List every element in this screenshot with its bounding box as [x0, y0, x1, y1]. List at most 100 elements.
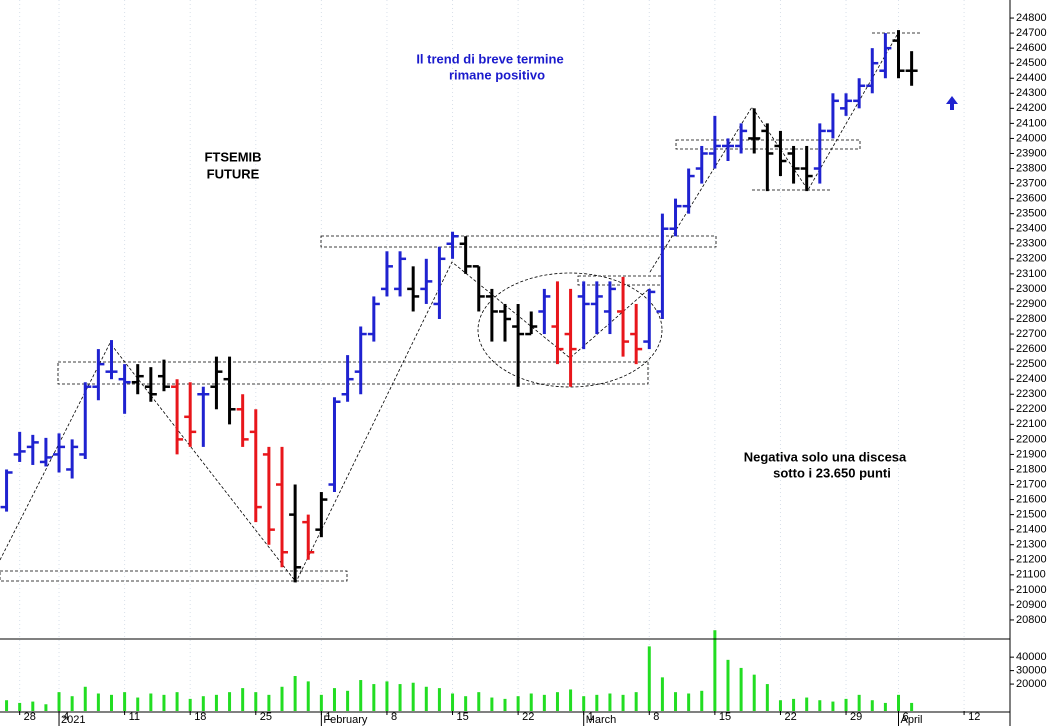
volume-bar — [411, 682, 415, 711]
y-tick-label: 21200 — [1016, 554, 1047, 566]
ohlc-bar — [905, 51, 918, 86]
y-tick-label: 22200 — [1016, 403, 1047, 415]
x-tick-label: 8 — [653, 711, 659, 723]
ohlc-bar — [892, 30, 905, 79]
x-tick-label: 1 — [588, 711, 594, 723]
ohlc-bar — [459, 236, 472, 274]
volume-bar — [752, 674, 756, 711]
x-tick-label: 4 — [63, 711, 69, 723]
y-tick-label: 23200 — [1016, 253, 1047, 265]
ohlc-bar — [118, 364, 131, 414]
y-tick-label: 21500 — [1016, 509, 1047, 521]
volume-bar — [5, 700, 9, 711]
volume-bar — [437, 688, 441, 711]
grid — [19, 0, 965, 711]
ohlc-bar — [197, 386, 210, 447]
volume-bar — [883, 702, 887, 711]
volume-bar — [96, 693, 100, 711]
ohlc-bar — [171, 379, 184, 455]
volume-bar — [844, 698, 848, 711]
ohlc-bar — [721, 138, 734, 162]
y-tick-label: 20900 — [1016, 599, 1047, 611]
volume-bar — [31, 701, 35, 711]
volume-tick-label: 40000 — [1016, 651, 1047, 663]
ohlc-bar — [590, 281, 603, 335]
y-tick-label: 21700 — [1016, 478, 1047, 490]
volume-bar — [175, 692, 179, 711]
volume-bar — [595, 694, 599, 711]
volume-bar — [201, 696, 205, 711]
volume-bar — [555, 692, 559, 711]
y-tick-label: 23500 — [1016, 208, 1047, 220]
trend-line — [649, 34, 898, 273]
ohlc-bar — [367, 296, 380, 342]
ohlc-bar — [800, 145, 813, 192]
x-tick-label: 11 — [129, 711, 140, 723]
volume-bar — [529, 693, 533, 711]
y-tick-label: 24600 — [1016, 42, 1047, 54]
ohlc-bar — [813, 123, 826, 184]
ohlc-bar — [695, 145, 708, 184]
ohlc-bar — [210, 356, 223, 410]
resistance-box — [577, 275, 663, 286]
x-tick-label: 25 — [260, 711, 272, 723]
y-tick-label: 22100 — [1016, 418, 1047, 430]
volume-bar — [57, 692, 61, 711]
volume-bar — [739, 667, 743, 711]
volume-bar — [674, 692, 678, 711]
volume-bar — [700, 690, 704, 711]
ohlc-bar — [564, 288, 577, 387]
volume-tick-label: 30000 — [1016, 665, 1047, 677]
y-tick-label: 24300 — [1016, 87, 1047, 99]
y-tick-label: 23000 — [1016, 283, 1047, 295]
volume-bar — [477, 692, 481, 711]
ohlc-bar — [577, 281, 590, 350]
volume-bar — [123, 692, 127, 711]
y-tick-label: 24700 — [1016, 27, 1047, 39]
ohlc-bar — [748, 108, 761, 154]
ohlc-bar — [39, 437, 52, 467]
volume-bar — [44, 704, 48, 711]
ohlc-bar — [656, 213, 669, 319]
ohlc-bar — [66, 439, 79, 479]
ohlc-bar — [472, 265, 485, 312]
volume-bar — [778, 700, 782, 711]
volume-bar — [713, 630, 717, 711]
y-tick-label: 23400 — [1016, 223, 1047, 235]
ohlc-bar — [262, 446, 275, 545]
annotation: sotto i 23.650 punti — [773, 465, 891, 480]
volume-bar — [293, 676, 297, 711]
annotation: Negativa solo una discesa — [744, 449, 907, 464]
ohlc-bar — [354, 326, 367, 395]
y-tick-label: 24500 — [1016, 57, 1047, 69]
y-tick-label: 23300 — [1016, 238, 1047, 250]
y-tick-label: 22500 — [1016, 358, 1047, 370]
volume-bar — [70, 696, 74, 711]
y-tick-label: 21900 — [1016, 448, 1047, 460]
ohlc-bar — [26, 434, 39, 465]
resistance-box — [320, 235, 717, 248]
ohlc-bar — [328, 397, 341, 493]
annotations: FTSEMIB FUTURE Il trend di breve termine… — [204, 51, 907, 480]
volume-bar — [18, 702, 22, 711]
ohlc-bar — [682, 168, 695, 214]
volume-bar — [267, 694, 271, 711]
ohlc-bar — [735, 123, 748, 154]
volume-bar — [451, 693, 455, 711]
ohlc-bar — [53, 433, 66, 473]
y-tick-label: 22600 — [1016, 343, 1047, 355]
ohlc-bar — [879, 33, 892, 79]
ohlc-bar — [603, 281, 616, 335]
ohlc-bar — [525, 311, 538, 336]
volume-bar — [726, 659, 730, 711]
ohlc-bar — [276, 446, 289, 568]
volume-bar — [372, 684, 376, 711]
ohlc-bar — [761, 123, 774, 192]
x-tick-label: 15 — [457, 711, 469, 723]
volume-bar — [634, 692, 638, 711]
volume-bar — [897, 694, 901, 711]
ohlc-bar — [289, 484, 302, 583]
ohlc-bar — [787, 145, 800, 184]
annotation: Il trend di breve termine — [416, 51, 563, 66]
